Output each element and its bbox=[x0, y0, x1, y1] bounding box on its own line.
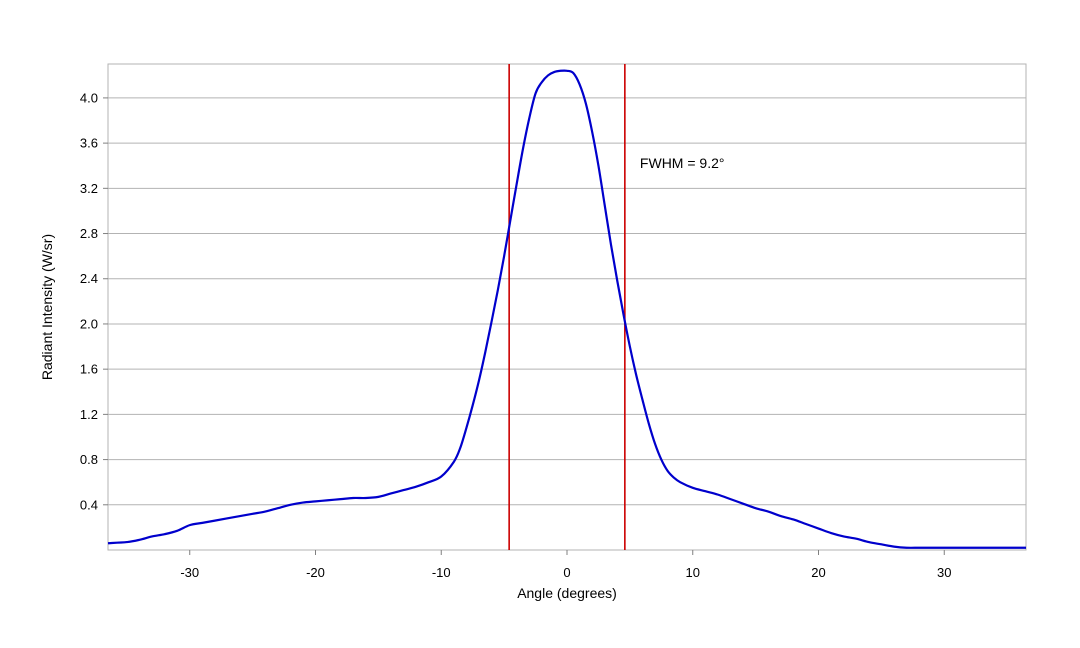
y-tick-label-1: 0.8 bbox=[80, 452, 98, 467]
series-layer bbox=[107, 69, 1026, 549]
grid-lines bbox=[108, 97, 1026, 506]
x-tick-label-5: 20 bbox=[811, 565, 825, 580]
y-tick-label-5: 2.4 bbox=[80, 271, 98, 286]
y-tick-label-4: 2.0 bbox=[80, 316, 98, 331]
y-tick-label-6: 2.8 bbox=[80, 226, 98, 241]
x-tick-label-3: 0 bbox=[563, 565, 570, 580]
x-tick-label-4: 10 bbox=[686, 565, 700, 580]
y-axis-title: Radiant Intensity (W/sr) bbox=[39, 234, 55, 380]
series-line-0 bbox=[107, 69, 1026, 549]
fwhm-marker-lines bbox=[508, 64, 626, 550]
x-axis-title: Angle (degrees) bbox=[517, 585, 617, 601]
y-tick-label-2: 1.2 bbox=[80, 407, 98, 422]
x-tick-label-1: -20 bbox=[306, 565, 325, 580]
x-tick-label-0: -30 bbox=[180, 565, 199, 580]
x-tick-label-2: -10 bbox=[432, 565, 451, 580]
x-tick-label-6: 30 bbox=[937, 565, 951, 580]
x-axis-ticks: -30 -20 -10 0 10 20 30 bbox=[180, 550, 951, 580]
y-tick-label-7: 3.2 bbox=[80, 181, 98, 196]
fwhm-annotation: FWHM = 9.2° bbox=[640, 155, 725, 171]
y-tick-label-3: 1.6 bbox=[80, 362, 98, 377]
y-tick-label-9: 4.0 bbox=[80, 90, 98, 105]
y-tick-label-0: 0.4 bbox=[80, 497, 98, 512]
y-axis-ticks: 0.4 0.8 1.2 1.6 2.0 2.4 2.8 3.2 3.6 4.0 bbox=[80, 90, 108, 512]
y-tick-label-8: 3.6 bbox=[80, 136, 98, 151]
